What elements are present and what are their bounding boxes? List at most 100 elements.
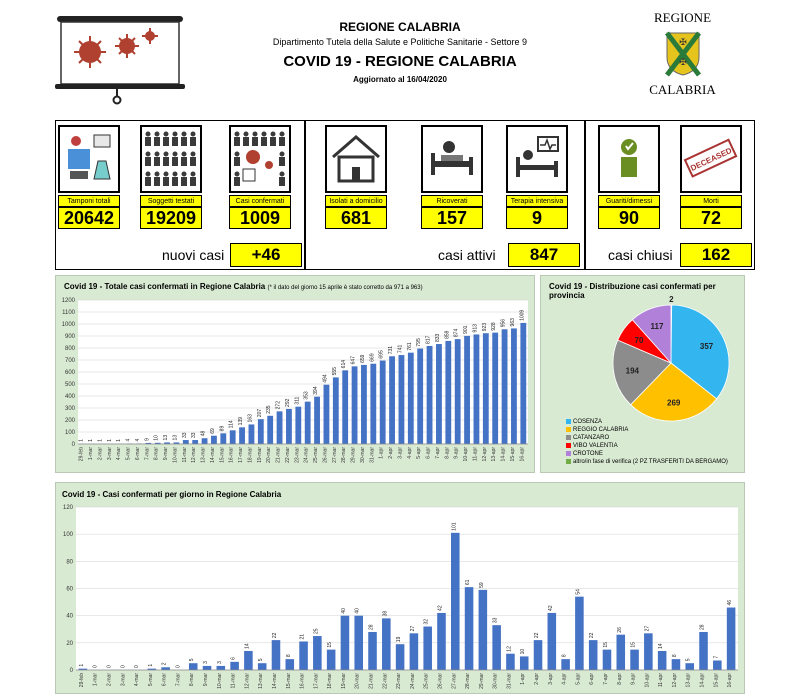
region-logo: REGIONE ✠ ✠ CALABRIA [640, 10, 725, 105]
data-label: 10 [154, 435, 160, 441]
x-tick-label: 26-mar [322, 447, 328, 463]
data-label: 54 [575, 589, 581, 595]
person-icon [181, 177, 187, 186]
bar [257, 419, 264, 444]
x-tick-label: 9-mar [163, 447, 169, 460]
department-name: Dipartimento Tutela della Salute e Polit… [272, 37, 528, 47]
bar [671, 659, 681, 670]
pie-slice [670, 304, 730, 400]
x-tick-label: 13-apr [686, 673, 692, 688]
x-tick-label: 10-mar [172, 447, 178, 463]
legend-label: CROTONE [573, 451, 603, 457]
data-label: 669 [369, 353, 375, 362]
x-tick-label: 9-apr [454, 447, 460, 459]
x-tick-label: 20-mar [355, 673, 361, 689]
header: REGIONE CALABRIA Dipartimento Tutela del… [0, 0, 800, 110]
x-tick-label: 14-apr [501, 447, 507, 462]
bar [326, 649, 336, 670]
x-tick-label: 15-mar [219, 447, 225, 463]
intensive-care-icon [506, 125, 568, 193]
guariti-value: 90 [598, 207, 660, 229]
data-label: 28 [700, 624, 706, 630]
data-label: 272 [276, 401, 282, 410]
pie-label: 117 [650, 322, 663, 331]
x-tick-label: 20-mar [266, 447, 272, 463]
x-tick-label: 11-apr [658, 673, 664, 687]
bar [464, 587, 474, 670]
bar [342, 370, 349, 444]
bar [685, 663, 695, 670]
data-label: 795 [416, 338, 422, 347]
data-label: 33 [182, 432, 188, 438]
data-label: 4 [126, 439, 132, 442]
confermati-value: 1009 [229, 207, 291, 229]
person-icon [154, 137, 160, 146]
person-icon [172, 131, 178, 137]
person-icon [234, 137, 240, 146]
x-tick-label: 4-apr [562, 673, 568, 685]
people-grid-icon [140, 125, 202, 193]
x-tick-label: 31-mar [369, 447, 375, 463]
data-label: 61 [465, 579, 471, 585]
person-icon [270, 137, 276, 146]
bar [519, 656, 529, 670]
bar [304, 401, 311, 444]
x-tick-label: 16-apr [727, 673, 733, 688]
person-icon [279, 131, 285, 137]
x-tick-label: 2-mar [97, 447, 103, 460]
bar [382, 618, 391, 670]
coat-of-arms-icon: ✠ ✠ [664, 31, 701, 77]
x-tick-label: 29-feb [79, 673, 85, 687]
legend-item: VIBO VALENTIA [566, 442, 728, 450]
bar [492, 625, 501, 670]
bar [164, 442, 170, 444]
bar [464, 335, 470, 444]
person-icon [172, 137, 178, 146]
x-tick-label: 21-mar [276, 447, 282, 463]
bar [285, 659, 295, 670]
data-label: 25 [313, 628, 319, 634]
data-label: 14 [658, 643, 664, 649]
person-icon [234, 151, 240, 157]
bar [561, 659, 570, 670]
x-tick-label: 26-mar [437, 673, 443, 689]
x-tick-label: 25-mar [424, 673, 430, 689]
x-tick-label: 21-mar [369, 673, 375, 689]
legend-swatch [566, 426, 571, 432]
person-icon [163, 177, 169, 186]
bar [276, 411, 283, 444]
person-icon [172, 171, 178, 177]
person-icon [181, 171, 187, 177]
bar [389, 356, 395, 444]
x-tick-label: 25-mar [313, 447, 319, 463]
bar [332, 377, 339, 444]
y-tick-label: 20 [66, 641, 73, 647]
y-tick-label: 1100 [62, 310, 76, 316]
bar [454, 339, 461, 444]
data-label: 10 [520, 649, 526, 655]
virus-banner-icon [55, 16, 185, 105]
y-tick-label: 120 [63, 505, 74, 511]
x-tick-label: 3-mar [120, 673, 126, 686]
x-tick-label: 4-mar [134, 673, 140, 686]
daily-bar-chart: 020406080100120129-feb01-mar02-mar03-mar… [63, 505, 738, 689]
morti-label: Morti [680, 195, 742, 207]
data-label: 741 [397, 345, 403, 354]
person-icon [145, 177, 151, 186]
data-label: 874 [454, 329, 460, 338]
data-label: 22 [534, 632, 540, 638]
x-tick-label: 7-mar [175, 673, 181, 686]
bar [161, 667, 170, 670]
data-label: 8 [562, 654, 568, 657]
legend-swatch [566, 442, 571, 448]
person-icon [190, 151, 196, 157]
bar [657, 650, 667, 670]
bar [473, 334, 480, 444]
data-label: 292 [285, 398, 291, 407]
terapia-value: 9 [506, 207, 568, 229]
data-label: 1009 [519, 310, 525, 321]
data-label: 22 [272, 632, 278, 638]
bar [173, 442, 180, 444]
person-icon [243, 131, 249, 137]
morti-value: 72 [680, 207, 742, 229]
